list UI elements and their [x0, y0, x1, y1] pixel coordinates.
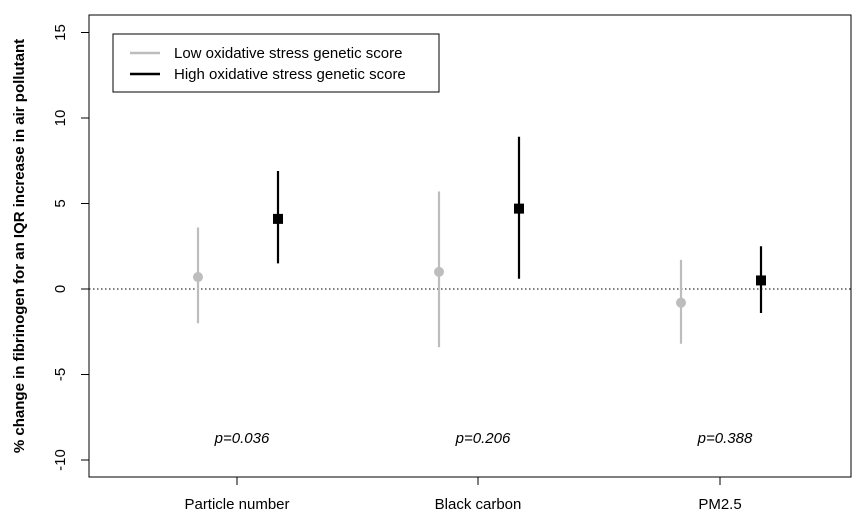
- x-tick-label: PM2.5: [698, 496, 741, 513]
- y-tick-label: 10: [52, 110, 69, 127]
- x-axis: Particle number Black carbon PM2.5: [184, 477, 742, 513]
- point-high-0: [273, 213, 283, 224]
- y-tick-label: 5: [52, 199, 69, 207]
- y-axis: -10 -5 0 5 10 15: [52, 24, 89, 471]
- point-low-0: [193, 272, 203, 283]
- point-high-2: [756, 275, 766, 286]
- y-axis-label: % change in fibrinogen for an IQR increa…: [11, 39, 28, 453]
- x-tick-label: Black carbon: [435, 496, 522, 513]
- point-high-1: [514, 203, 524, 214]
- point-low-2: [676, 297, 686, 308]
- y-tick-label: 0: [52, 285, 69, 293]
- legend-label-low: Low oxidative stress genetic score: [174, 45, 402, 62]
- plot-marks: [193, 136, 766, 348]
- p-value-label: p=0.036: [214, 430, 270, 447]
- y-tick-label: -5: [52, 368, 69, 381]
- legend: Low oxidative stress genetic score High …: [112, 33, 440, 93]
- p-value-annotations: p=0.036 p=0.206 p=0.388: [214, 430, 753, 447]
- x-tick-label: Particle number: [184, 496, 289, 513]
- p-value-label: p=0.388: [697, 430, 753, 447]
- y-tick-label: -10: [52, 449, 69, 471]
- p-value-label: p=0.206: [455, 430, 511, 447]
- point-low-1: [434, 266, 444, 277]
- legend-label-high: High oxidative stress genetic score: [174, 66, 406, 83]
- plot-frame: [88, 14, 852, 478]
- legend-box: [112, 33, 440, 93]
- y-tick-label: 15: [52, 24, 69, 41]
